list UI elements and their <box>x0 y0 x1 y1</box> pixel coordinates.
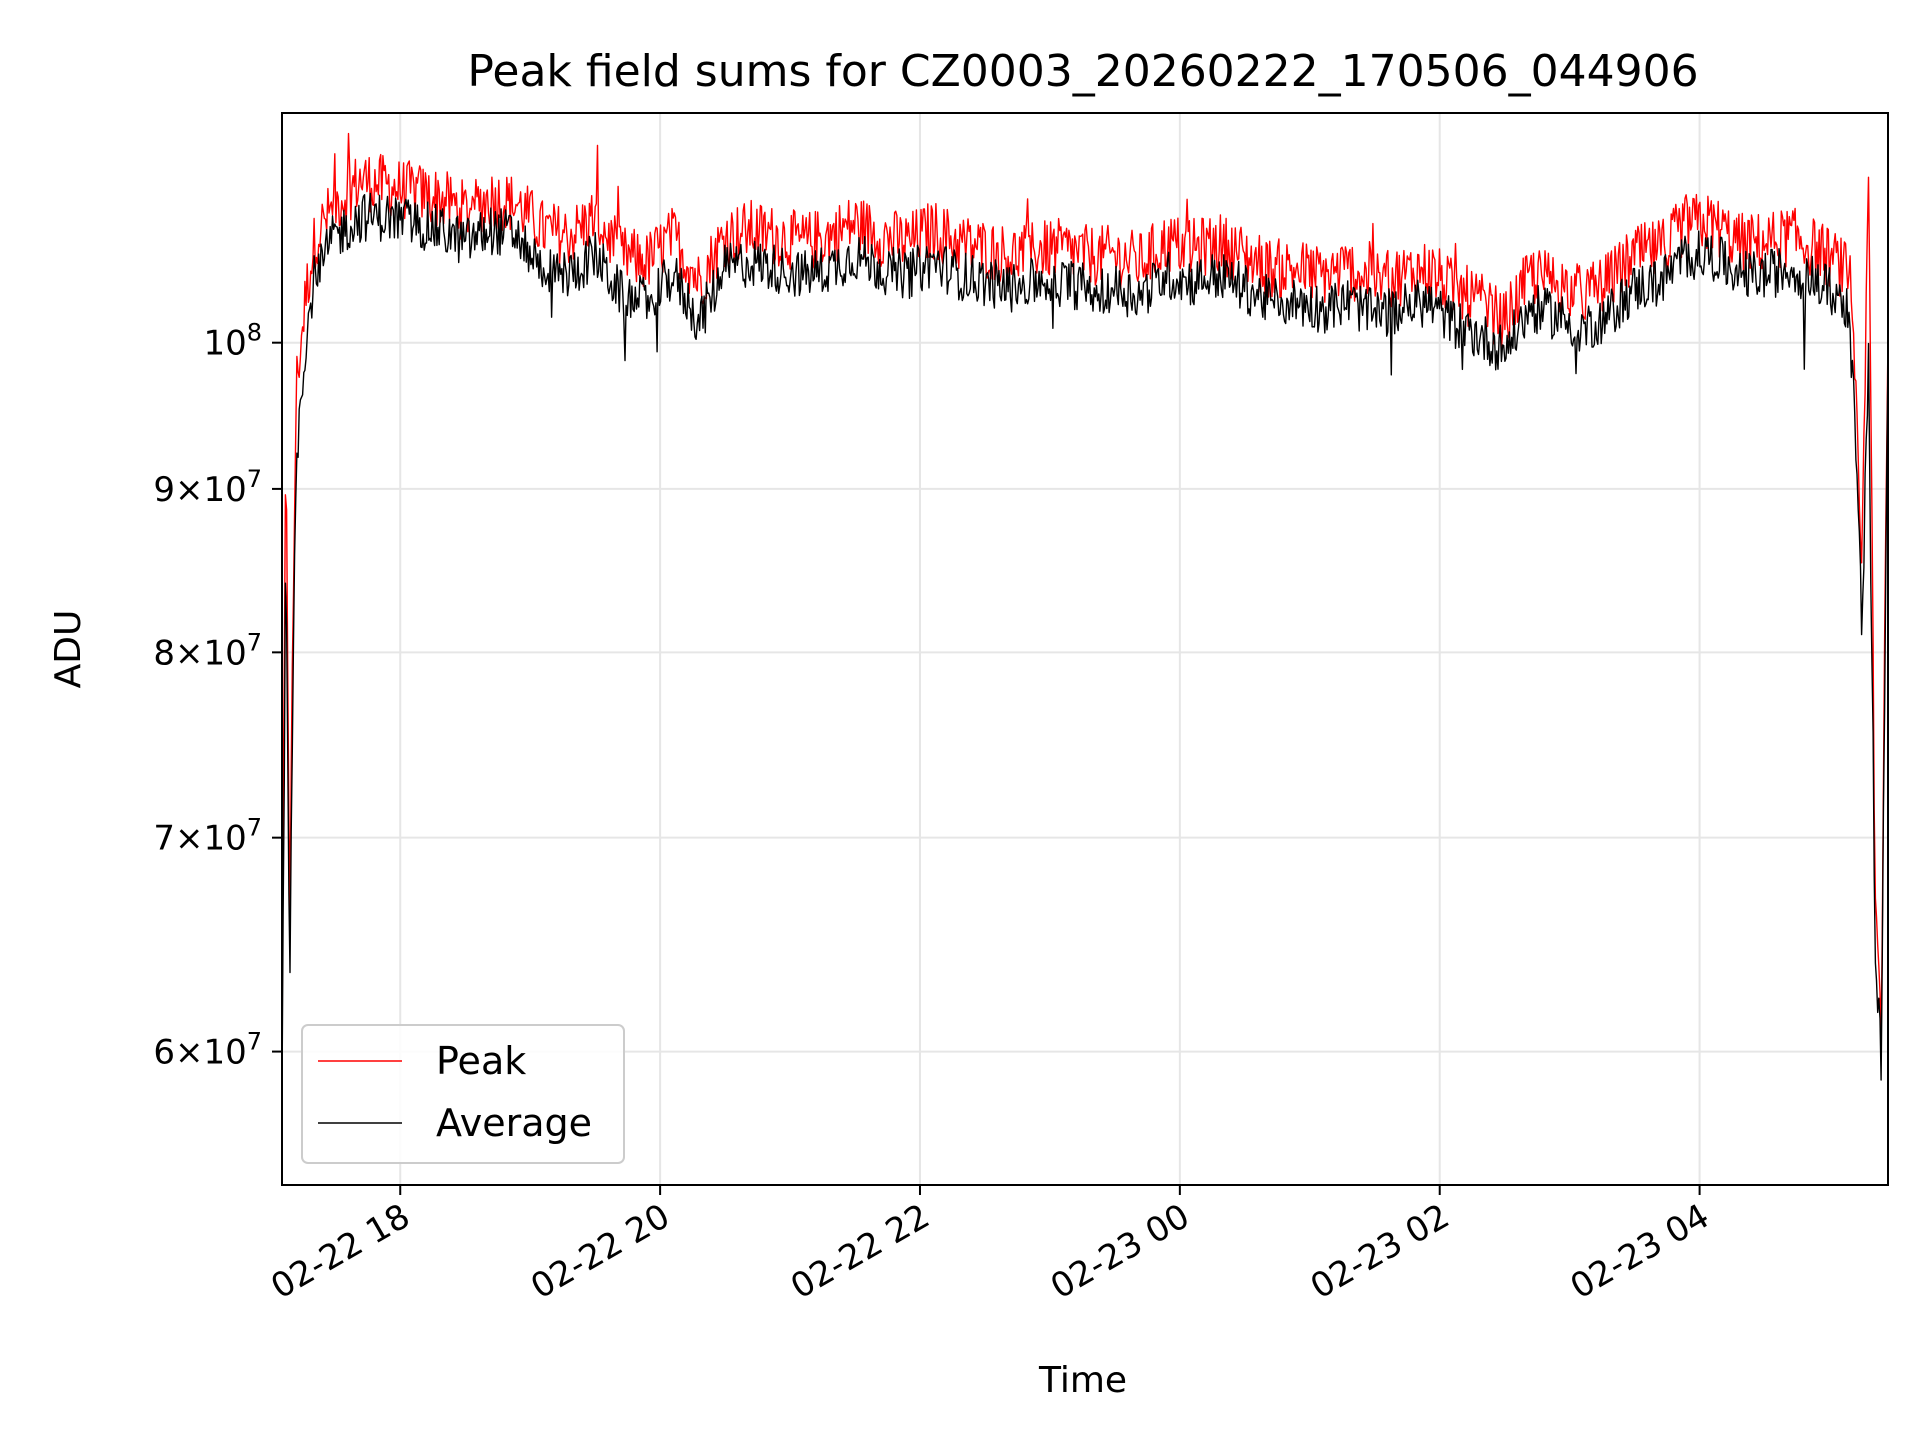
plot-area-frame <box>281 112 1889 1186</box>
y-tick-label: 7×107 <box>153 814 262 859</box>
legend-peak-label: Peak <box>436 1039 526 1083</box>
y-tick-label: 9×107 <box>153 465 262 510</box>
y-tick-label: 108 <box>203 319 262 364</box>
series-layer <box>281 132 1889 1096</box>
grid <box>282 113 1888 1185</box>
peak-series-line <box>281 132 1889 1066</box>
legend-average-label: Average <box>436 1101 592 1145</box>
y-axis-label: ADU <box>48 610 89 689</box>
chart-title: Peak field sums for CZ0003_20260222_1705… <box>467 46 1698 97</box>
y-tick-label: 8×107 <box>153 628 262 673</box>
y-tick-label: 6×107 <box>153 1028 262 1073</box>
y-axis: 6×107 7×107 8×107 9×107 108 <box>153 319 282 1073</box>
legend-box <box>301 1024 625 1164</box>
legend: Peak Average <box>301 1024 625 1164</box>
average-series-line <box>281 192 1889 1096</box>
x-axis-label: Time <box>1038 1360 1127 1401</box>
